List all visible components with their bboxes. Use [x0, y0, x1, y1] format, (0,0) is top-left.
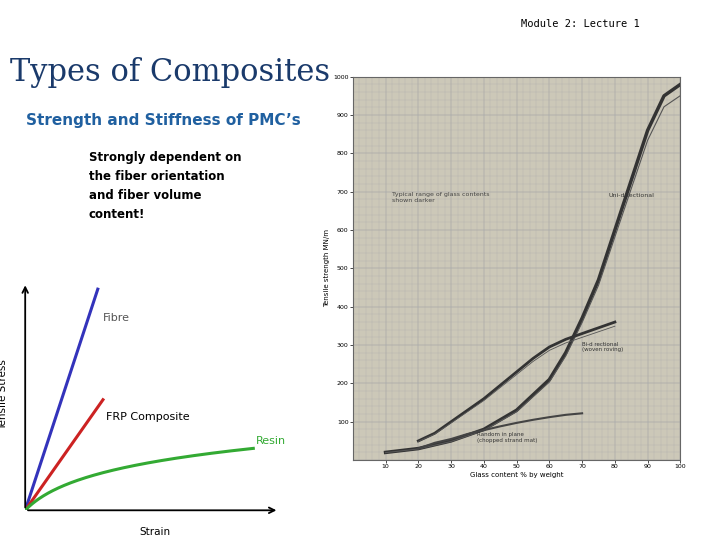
- Text: Strength and Stiffness of PMC’s: Strength and Stiffness of PMC’s: [26, 113, 301, 129]
- Y-axis label: Tensile strength MN/m: Tensile strength MN/m: [324, 230, 330, 307]
- Text: Strongly dependent on
the fiber orientation
and fiber volume
content!: Strongly dependent on the fiber orientat…: [89, 151, 241, 221]
- Text: FRP Composite: FRP Composite: [106, 413, 189, 422]
- Text: Types of Composites: Types of Composites: [10, 57, 330, 87]
- Text: Typical range of glass contents
shown darker: Typical range of glass contents shown da…: [392, 192, 490, 202]
- Text: Tensile Stress: Tensile Stress: [0, 359, 8, 430]
- X-axis label: Glass content % by weight: Glass content % by weight: [470, 472, 563, 478]
- Text: 2019 Skagit Valley College: 2019 Skagit Valley College: [685, 243, 691, 336]
- Text: Strain: Strain: [139, 526, 171, 537]
- Text: Bi-d rectional
(woven roving): Bi-d rectional (woven roving): [582, 342, 624, 353]
- Text: Random in plane
(chopped strand mat): Random in plane (chopped strand mat): [477, 433, 538, 443]
- Text: Module 2: Lecture 1: Module 2: Lecture 1: [521, 19, 640, 29]
- Text: Resin: Resin: [256, 436, 286, 446]
- Text: Uni-directional: Uni-directional: [608, 193, 654, 198]
- Text: Fibre: Fibre: [103, 313, 130, 323]
